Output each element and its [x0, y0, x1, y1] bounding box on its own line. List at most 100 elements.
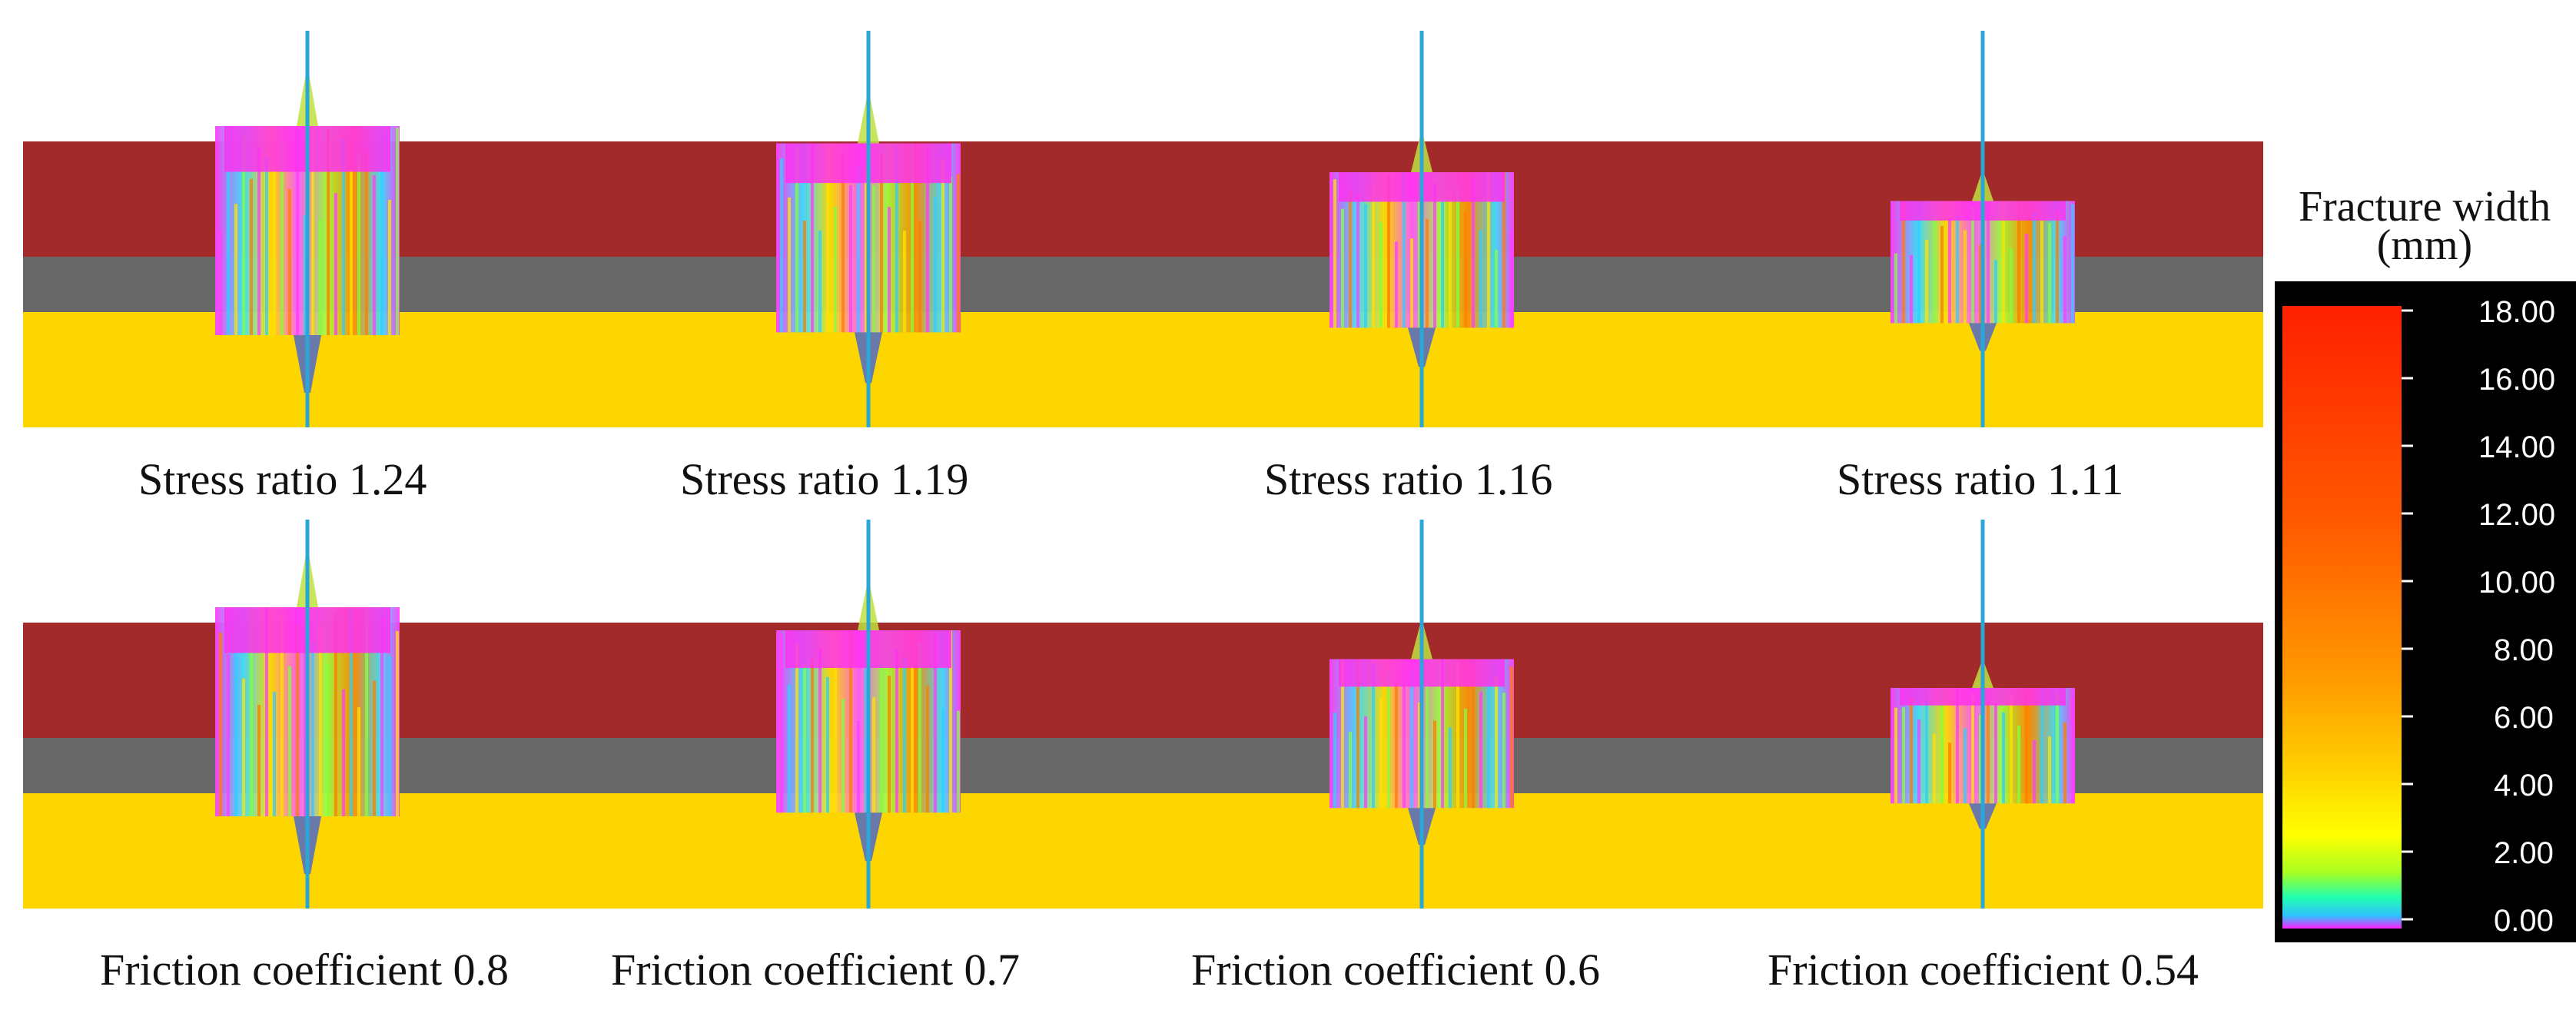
fracture-streak: [357, 707, 360, 816]
fracture-streak: [1956, 214, 1959, 324]
fracture-streak: [327, 663, 330, 816]
fracture-streak: [234, 617, 237, 816]
fracture-streak: [1379, 698, 1383, 809]
fracture-streak: [396, 630, 399, 816]
fracture-streak: [242, 134, 245, 335]
fracture-streak: [803, 664, 806, 813]
fracture-streak: [1495, 250, 1498, 328]
fracture-streak: [1502, 693, 1505, 809]
colorbar-tick-label: 14.00: [2478, 430, 2556, 464]
fracture-streak: [1333, 179, 1336, 328]
fracture-streak: [388, 656, 391, 816]
fracture-streak: [1917, 719, 1920, 804]
fracture-streak: [1456, 660, 1459, 809]
fracture-streak: [1379, 221, 1383, 328]
fracture-streak: [373, 680, 376, 816]
fracture-streak: [849, 184, 852, 333]
fracture-streak: [903, 231, 906, 333]
fracture-streak: [334, 193, 337, 335]
panel-label-friction-0-7: Friction coefficient 0.7: [611, 945, 1021, 995]
fracture-streak: [1472, 178, 1475, 328]
fracture-streak: [849, 630, 852, 813]
fracture-streak: [857, 167, 860, 333]
colorbar-graphic: [2282, 306, 2413, 929]
fracture-streak: [811, 658, 814, 813]
fracture-streak: [311, 126, 314, 335]
fracture-streak: [1472, 667, 1475, 809]
fracture-streak: [1979, 244, 1982, 324]
fracture-streak: [1987, 701, 1990, 804]
fracture-streak: [895, 649, 898, 813]
fracture-streak: [918, 643, 921, 813]
fracture-streak: [1372, 181, 1375, 328]
fracture-streak: [880, 153, 883, 333]
fracture-streak: [880, 637, 883, 813]
fracture-streak: [857, 720, 860, 813]
fracture-streak: [250, 609, 253, 816]
fracture-streak: [2025, 689, 2028, 804]
fracture-streak: [1403, 172, 1406, 328]
fracture-streak: [1910, 697, 1913, 804]
fracture-streak: [1349, 189, 1352, 328]
fracture-streak: [319, 219, 322, 335]
fracture-streak: [1902, 201, 1905, 324]
fracture-streak: [281, 612, 284, 816]
fracture-streak: [941, 708, 944, 813]
fracture-streak: [2056, 211, 2059, 324]
colorbar-tick-label: 2.00: [2494, 836, 2554, 870]
fracture-streak: [2048, 222, 2051, 324]
colorbar-title-line2: (mm): [2376, 221, 2473, 269]
fracture-streak: [219, 231, 222, 335]
fracture-streak: [1426, 218, 1429, 328]
fracture-streak: [872, 184, 875, 333]
fracture-streak: [1364, 204, 1367, 328]
fracture-streak: [296, 130, 299, 335]
fracture-streak: [1364, 716, 1367, 809]
panel-label-stress-1-16: Stress ratio 1.16: [1264, 454, 1553, 504]
fracture-streak: [780, 633, 783, 813]
fracture-streak: [1418, 702, 1421, 809]
fracture-streak: [2002, 712, 2005, 804]
fracture-streak: [1964, 728, 1967, 804]
fracture-streak: [288, 189, 291, 335]
panel-label-friction-0-6: Friction coefficient 0.6: [1191, 945, 1601, 995]
fracture-streak: [373, 175, 376, 335]
fracture-streak: [2025, 233, 2028, 324]
fracture-streak: [780, 158, 783, 333]
fracture-streak: [380, 616, 383, 816]
fracture-streak: [350, 607, 353, 816]
fracture-streak: [949, 177, 952, 333]
fracture-streak: [2063, 722, 2066, 804]
fracture-streak: [2056, 690, 2059, 804]
fracture-streak: [934, 197, 937, 333]
fracture-streak: [949, 630, 952, 813]
fracture-streak: [1333, 713, 1336, 809]
fracture-streak: [2063, 236, 2066, 324]
fracture-streak: [342, 689, 345, 816]
fracture-streak: [1956, 689, 1959, 804]
fracture-streak: [1387, 174, 1390, 328]
fracture-streak: [957, 174, 960, 333]
fracture-streak: [834, 636, 837, 813]
fracture-streak: [788, 197, 791, 333]
fracture-streak: [334, 613, 337, 816]
fracture-streak: [2010, 248, 2013, 324]
fracture-streak: [834, 207, 837, 333]
fracture-streak: [1479, 230, 1482, 328]
fracture-streak: [265, 157, 268, 335]
fracture-streak: [1948, 218, 1951, 324]
fracture-streak: [1933, 208, 1936, 324]
fracture-streak: [1410, 670, 1413, 809]
fracture-streak: [380, 135, 383, 335]
fracture-streak: [1971, 693, 1974, 804]
colorbar-title: Fracture width (mm): [2271, 185, 2576, 269]
fracture-streak: [311, 642, 314, 816]
fracture-streak: [1418, 174, 1421, 328]
fracture-streak: [1441, 659, 1444, 809]
fracture-streak: [1403, 686, 1406, 809]
fracture-streak: [304, 643, 307, 816]
fracture-streak: [365, 608, 368, 816]
fracture-streak: [1495, 676, 1498, 809]
fracture-streak: [2040, 688, 2043, 804]
fracture-streak: [227, 127, 230, 335]
